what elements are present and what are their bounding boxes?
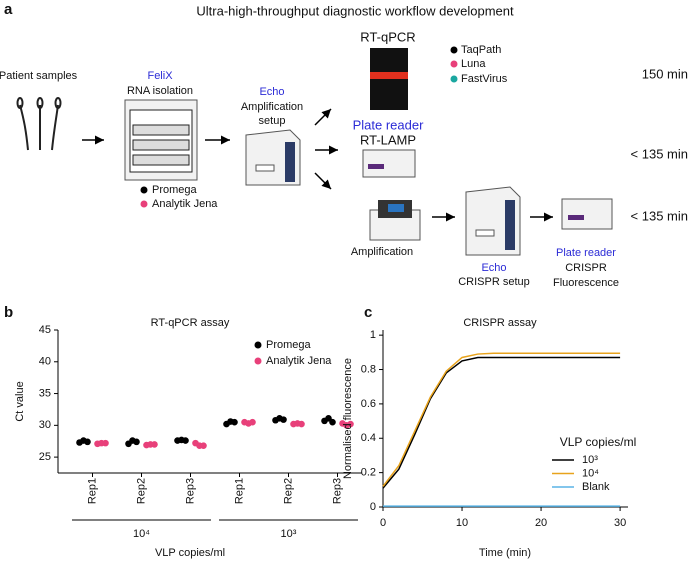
legend-label: Analytik Jena bbox=[152, 198, 218, 210]
legend-label: Promega bbox=[152, 184, 198, 196]
step: RT-LAMP bbox=[360, 132, 416, 147]
duration: 150 min bbox=[642, 66, 688, 81]
step: CRISPR setup bbox=[458, 276, 530, 288]
dot bbox=[200, 442, 207, 449]
duration: < 135 min bbox=[631, 208, 688, 223]
step: RNA isolation bbox=[127, 85, 193, 97]
chart-title: RT-qPCR assay bbox=[151, 317, 230, 329]
legend-swatch bbox=[254, 341, 262, 349]
x-tick-label: Rep3 bbox=[331, 478, 343, 504]
dot bbox=[298, 420, 305, 428]
y-tick-label: 0 bbox=[370, 501, 376, 513]
device-name: Plate reader bbox=[556, 247, 616, 259]
device-name: RT-qPCR bbox=[360, 29, 415, 44]
legend-title: VLP copies/ml bbox=[560, 435, 636, 449]
y-tick-label: 0.6 bbox=[361, 398, 376, 410]
amplification-device bbox=[369, 200, 421, 241]
legend-label: Promega bbox=[266, 339, 312, 351]
y-tick-label: 35 bbox=[39, 387, 51, 399]
x-axis-label: VLP copies/ml bbox=[155, 547, 225, 559]
workflow-panel: a Ultra-high-throughput diagnostic workf… bbox=[0, 1, 688, 289]
label: Patient samples bbox=[0, 70, 78, 82]
legend-label: Luna bbox=[461, 58, 486, 70]
device-name: FeliX bbox=[147, 70, 173, 82]
step: Amplification bbox=[351, 246, 413, 258]
y-tick-label: 0.4 bbox=[361, 432, 376, 444]
legend-swatch bbox=[140, 200, 148, 208]
y-tick-label: 40 bbox=[39, 356, 51, 368]
dot bbox=[231, 418, 238, 426]
dot bbox=[329, 418, 336, 426]
panel-label: a bbox=[4, 1, 13, 18]
step: setup bbox=[259, 115, 286, 127]
y-axis-label: Ct value bbox=[14, 381, 26, 421]
y-tick-label: 1 bbox=[370, 329, 376, 341]
dot bbox=[182, 437, 189, 444]
arrow bbox=[314, 172, 332, 190]
x-tick-label: Rep2 bbox=[282, 478, 294, 504]
y-tick-label: 25 bbox=[39, 451, 51, 463]
workflow-title: Ultra-high-throughput diagnostic workflo… bbox=[196, 3, 514, 18]
y-axis-label: Normalised fluorescence bbox=[342, 358, 354, 479]
legend-label: Analytik Jena bbox=[266, 355, 332, 367]
legend-swatch bbox=[450, 60, 458, 68]
x-tick-label: Rep1 bbox=[86, 478, 98, 504]
step: Amplification bbox=[241, 101, 303, 113]
legend-label: Blank bbox=[582, 481, 610, 493]
echo-device bbox=[465, 186, 521, 256]
x-tick-label: 0 bbox=[380, 517, 386, 529]
x-tick-label: Rep1 bbox=[233, 478, 245, 504]
y-tick-label: 45 bbox=[39, 324, 51, 336]
line bbox=[382, 352, 621, 487]
x-tick-label: 30 bbox=[614, 517, 626, 529]
swabs bbox=[16, 97, 62, 151]
felix-device bbox=[124, 99, 198, 181]
dot bbox=[133, 438, 140, 446]
dot bbox=[102, 439, 109, 447]
x-tick-label: 20 bbox=[535, 517, 547, 529]
legend-swatch bbox=[450, 75, 458, 83]
panel-label: b bbox=[4, 304, 13, 321]
device-name: Echo bbox=[481, 262, 506, 274]
duration: < 135 min bbox=[631, 146, 688, 161]
legend-label: TaqPath bbox=[461, 44, 501, 56]
x-axis-label: Time (min) bbox=[479, 547, 531, 559]
legend-swatch bbox=[140, 186, 148, 194]
dot bbox=[84, 438, 91, 446]
echo-device bbox=[245, 129, 301, 186]
group-label: 10³ bbox=[281, 528, 297, 540]
dot bbox=[347, 420, 354, 428]
panel-label: c bbox=[364, 304, 372, 321]
y-tick-label: 30 bbox=[39, 419, 51, 431]
legend-swatch bbox=[450, 46, 458, 54]
group-label: 10⁴ bbox=[133, 528, 150, 540]
arrow bbox=[314, 108, 332, 126]
legend-label: 10⁴ bbox=[582, 467, 599, 479]
y-tick-label: 0.8 bbox=[361, 363, 376, 375]
x-tick-label: Rep3 bbox=[184, 478, 196, 504]
step: Fluorescence bbox=[553, 277, 619, 289]
line bbox=[382, 356, 621, 489]
x-tick-label: Rep2 bbox=[135, 478, 147, 504]
x-tick-label: 10 bbox=[456, 517, 468, 529]
y-tick-label: 0.2 bbox=[361, 467, 376, 479]
legend-label: 10³ bbox=[582, 454, 598, 466]
device-name: Echo bbox=[259, 86, 284, 98]
dot bbox=[249, 418, 256, 426]
qpcr-device bbox=[370, 48, 408, 110]
device-name: Plate reader bbox=[353, 117, 424, 132]
dot bbox=[280, 416, 287, 423]
legend-label: FastVirus bbox=[461, 73, 508, 85]
dot bbox=[151, 441, 158, 448]
step: CRISPR bbox=[565, 262, 607, 274]
plate-reader bbox=[362, 149, 416, 178]
legend-swatch bbox=[254, 357, 262, 365]
plate-reader bbox=[561, 198, 613, 230]
chart-title: CRISPR assay bbox=[463, 317, 537, 329]
